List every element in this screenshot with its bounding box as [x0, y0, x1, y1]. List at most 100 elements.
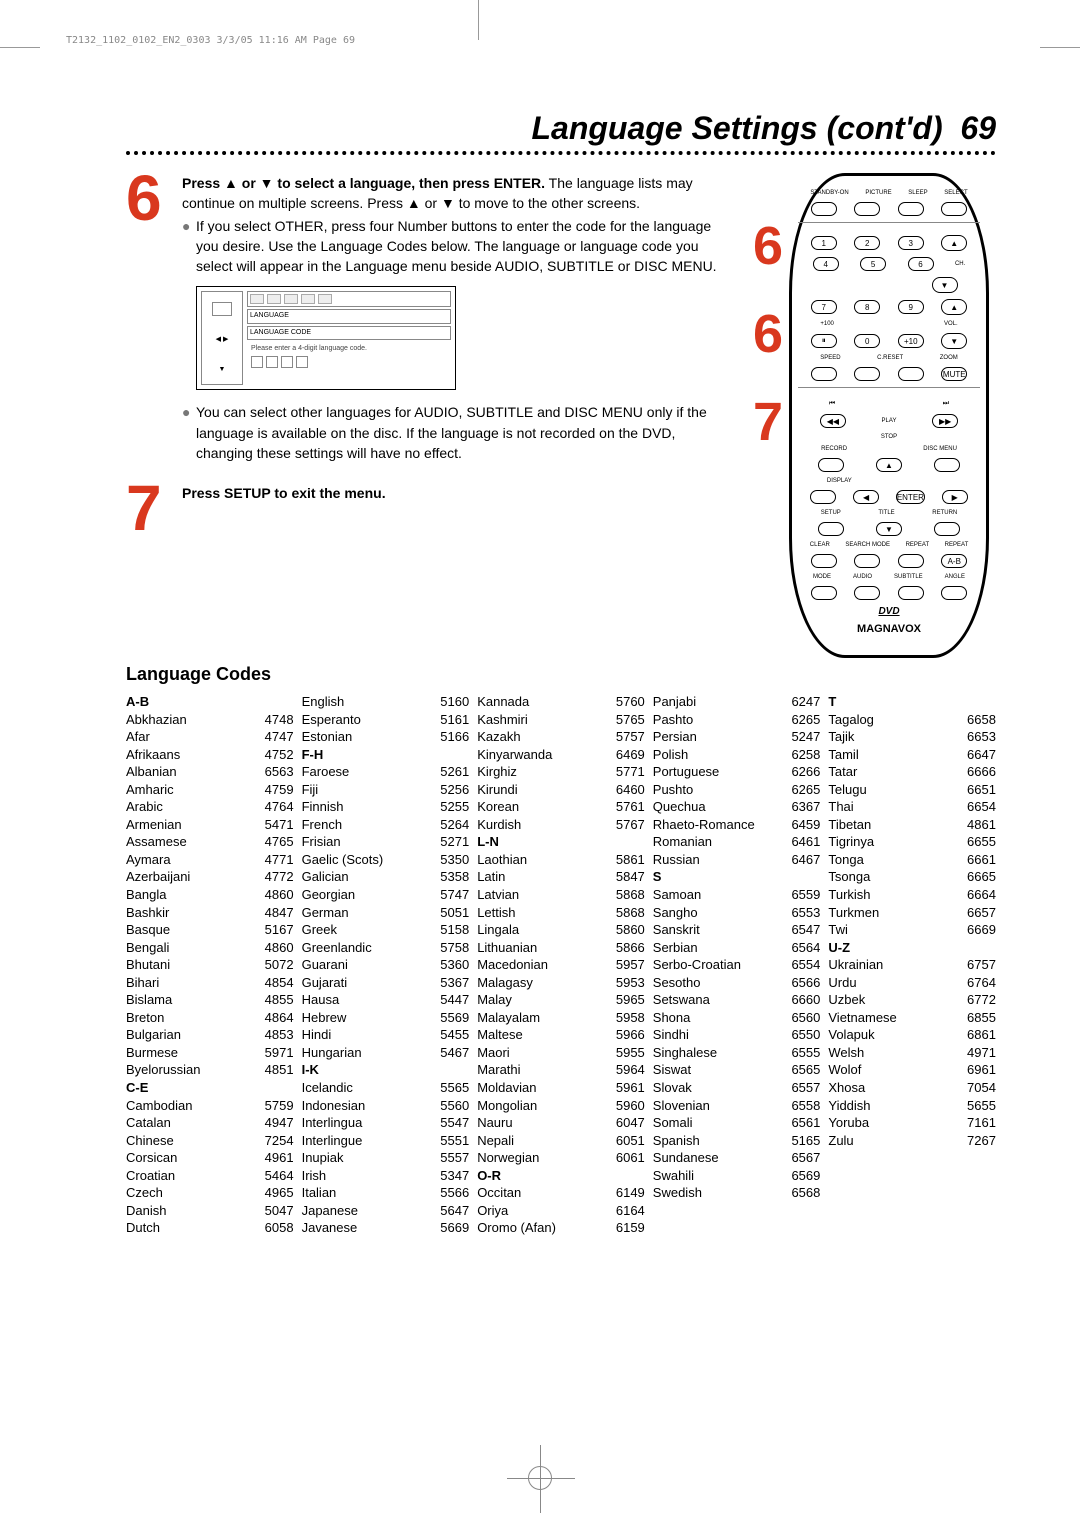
step-number: 7 [126, 483, 174, 534]
code-row: Maltese5966 [477, 1026, 645, 1044]
code-row: Lettish5868 [477, 904, 645, 922]
code-row: Armenian5471 [126, 816, 294, 834]
language-name: Pushto [653, 781, 693, 799]
code-row: Swahili6569 [653, 1167, 821, 1185]
language-code: 5158 [436, 921, 469, 939]
language-name: Cambodian [126, 1097, 193, 1115]
language-code: 5271 [436, 833, 469, 851]
language-code: 6855 [963, 1009, 996, 1027]
language-code: 5966 [612, 1026, 645, 1044]
language-name: Georgian [302, 886, 355, 904]
step6-heading: Press ▲ or ▼ to select a language, then … [182, 175, 693, 211]
language-code: 6772 [963, 991, 996, 1009]
code-row: Tajik6653 [828, 728, 996, 746]
codes-section-header: U-Z [828, 939, 996, 957]
language-code: 6563 [261, 763, 294, 781]
code-row: Marathi5964 [477, 1061, 645, 1079]
code-row: Tigrinya6655 [828, 833, 996, 851]
language-code: 6047 [612, 1114, 645, 1132]
language-code: 5955 [612, 1044, 645, 1062]
language-name: Moldavian [477, 1079, 536, 1097]
code-row: Latin5847 [477, 868, 645, 886]
codes-section-header: F-H [302, 746, 470, 764]
code-row: Somali6561 [653, 1114, 821, 1132]
code-row: French5264 [302, 816, 470, 834]
code-row: Thai6654 [828, 798, 996, 816]
language-name: Volapuk [828, 1026, 874, 1044]
language-name: Spanish [653, 1132, 700, 1150]
code-row: Macedonian5957 [477, 956, 645, 974]
language-code: 4947 [261, 1114, 294, 1132]
code-row: Breton4864 [126, 1009, 294, 1027]
language-code: 5166 [436, 728, 469, 746]
language-code: 7267 [963, 1132, 996, 1150]
code-row: Tagalog6658 [828, 711, 996, 729]
language-code: 4752 [261, 746, 294, 764]
language-name: French [302, 816, 342, 834]
language-name: Latvian [477, 886, 519, 904]
language-name: Sundanese [653, 1149, 719, 1167]
language-code: 5669 [436, 1219, 469, 1237]
language-code: 6654 [963, 798, 996, 816]
language-name: Esperanto [302, 711, 361, 729]
language-name: Siswat [653, 1061, 691, 1079]
language-name: Bangla [126, 886, 166, 904]
code-row: Uzbek6772 [828, 991, 996, 1009]
crop-mark [1040, 47, 1080, 48]
language-code: 4759 [261, 781, 294, 799]
dotted-rule [126, 151, 996, 155]
language-name: Catalan [126, 1114, 171, 1132]
code-row: Mongolian5960 [477, 1097, 645, 1115]
code-row: Quechua6367 [653, 798, 821, 816]
step6-bullet2: You can select other languages for AUDIO… [182, 402, 726, 463]
language-code: 6459 [787, 816, 820, 834]
language-code: 5860 [612, 921, 645, 939]
language-code: 6164 [612, 1202, 645, 1220]
language-name: Malay [477, 991, 512, 1009]
language-code: 5847 [612, 868, 645, 886]
language-name: Faroese [302, 763, 350, 781]
language-code: 5360 [436, 956, 469, 974]
code-row: Oriya6164 [477, 1202, 645, 1220]
code-row: Catalan 4947 [126, 1114, 294, 1132]
language-name: Yiddish [828, 1097, 870, 1115]
code-row: Bulgarian4853 [126, 1026, 294, 1044]
language-name: Sanskrit [653, 921, 700, 939]
code-row: Sindhi6550 [653, 1026, 821, 1044]
language-code: 5167 [261, 921, 294, 939]
language-name: Nepali [477, 1132, 514, 1150]
language-name: Interlingua [302, 1114, 363, 1132]
remote-diagram: 6 6 7 STANDBY-ON PICTURE SLEEP SELECT 12… [746, 173, 996, 658]
language-code: 4772 [261, 868, 294, 886]
language-code: 4854 [261, 974, 294, 992]
language-name: Samoan [653, 886, 701, 904]
language-name: Tajik [828, 728, 854, 746]
language-name: Lettish [477, 904, 515, 922]
language-name: Hausa [302, 991, 340, 1009]
language-code: 5551 [436, 1132, 469, 1150]
language-name: Bulgarian [126, 1026, 181, 1044]
language-name: Swedish [653, 1184, 702, 1202]
code-row: Twi6669 [828, 921, 996, 939]
step-7: 7 Press SETUP to exit the menu. [126, 483, 726, 534]
language-name: Azerbaijani [126, 868, 190, 886]
code-row: Kirghiz5771 [477, 763, 645, 781]
language-name: Vietnamese [828, 1009, 896, 1027]
language-name: Breton [126, 1009, 164, 1027]
language-code: 5566 [436, 1184, 469, 1202]
brand-logo: MAGNAVOX [802, 623, 976, 635]
code-row: Tibetan4861 [828, 816, 996, 834]
code-row: Occitan6149 [477, 1184, 645, 1202]
language-code: 4771 [261, 851, 294, 869]
language-name: Kazakh [477, 728, 520, 746]
language-code: 5165 [787, 1132, 820, 1150]
language-name: Afrikaans [126, 746, 180, 764]
language-name: Pashto [653, 711, 693, 729]
code-row: Yiddish5655 [828, 1097, 996, 1115]
code-row: English5160 [302, 693, 470, 711]
language-code: 5964 [612, 1061, 645, 1079]
language-name: Zulu [828, 1132, 853, 1150]
language-code: 5868 [612, 886, 645, 904]
language-code: 5464 [261, 1167, 294, 1185]
language-name: Oromo (Afan) [477, 1219, 556, 1237]
